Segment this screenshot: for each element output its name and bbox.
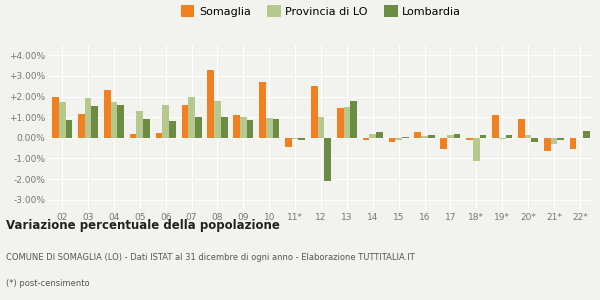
Text: COMUNE DI SOMAGLIA (LO) - Dati ISTAT al 31 dicembre di ogni anno - Elaborazione : COMUNE DI SOMAGLIA (LO) - Dati ISTAT al … [6,254,415,262]
Bar [479,135,487,138]
Bar [344,107,350,138]
Bar [402,137,409,138]
Bar [544,138,551,151]
Bar [376,132,383,138]
Bar [370,134,376,138]
Bar [389,138,395,142]
Bar [317,117,325,138]
Bar [557,138,564,140]
Bar [532,138,538,142]
Bar [518,119,524,138]
Bar [118,105,124,138]
Bar [78,114,85,138]
Bar [325,138,331,181]
Bar [524,135,532,138]
Bar [421,136,428,138]
Bar [415,132,421,138]
Bar [337,108,344,138]
Bar [466,138,473,140]
Bar [85,98,91,138]
Bar [551,138,557,144]
Bar [221,117,227,138]
Bar [247,120,253,138]
Bar [240,117,247,138]
Bar [104,90,110,138]
Text: (*) post-censimento: (*) post-censimento [6,279,89,288]
Bar [214,101,221,138]
Bar [266,118,272,138]
Bar [52,97,59,138]
Bar [311,86,317,138]
Bar [473,138,479,161]
Bar [350,101,357,138]
Bar [298,138,305,140]
Bar [440,138,447,149]
Bar [583,130,590,138]
Bar [110,102,118,138]
Bar [143,119,150,138]
Bar [292,138,298,139]
Bar [136,111,143,138]
Bar [130,134,136,138]
Bar [492,115,499,138]
Bar [182,105,188,138]
Text: Variazione percentuale della popolazione: Variazione percentuale della popolazione [6,219,280,232]
Bar [362,138,370,140]
Bar [285,138,292,147]
Bar [272,119,280,138]
Bar [395,138,402,140]
Bar [163,105,169,138]
Bar [169,121,176,138]
Bar [506,135,512,138]
Legend: Somaglia, Provincia di LO, Lombardia: Somaglia, Provincia di LO, Lombardia [176,1,466,21]
Bar [259,82,266,138]
Bar [233,115,240,138]
Bar [428,135,434,138]
Bar [454,134,460,138]
Bar [447,135,454,138]
Bar [65,120,73,138]
Bar [59,102,65,138]
Bar [91,106,98,138]
Bar [195,117,202,138]
Bar [569,138,577,149]
Bar [155,133,163,138]
Bar [208,70,214,138]
Bar [188,97,195,138]
Bar [499,138,506,139]
